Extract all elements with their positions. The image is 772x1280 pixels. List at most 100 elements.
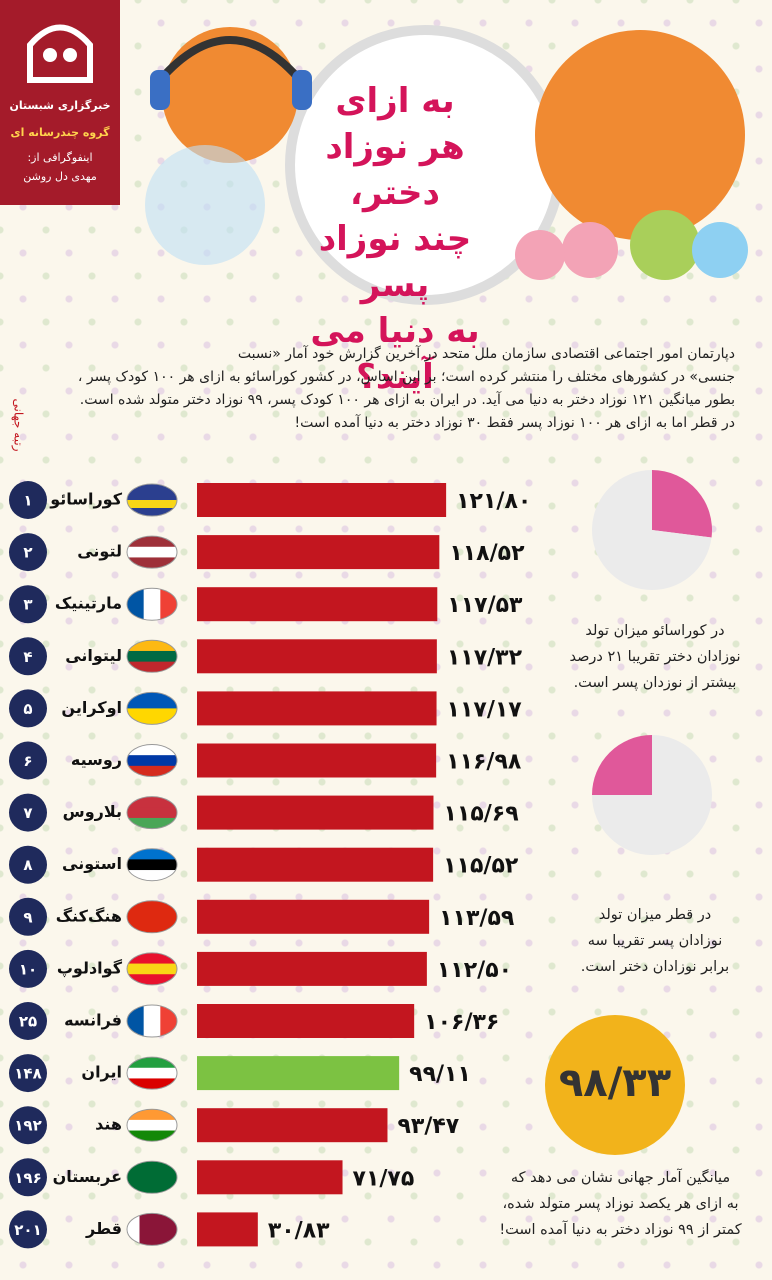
value-label: ۱۱۲/۵۰ — [437, 958, 512, 983]
rank-badge — [9, 897, 47, 936]
category-label: روسیه — [71, 750, 122, 769]
flag-stripe — [127, 744, 177, 756]
note-line: نوزادان پسر تقریبا سه — [587, 933, 723, 949]
value-label: ۱۱۷/۵۳ — [447, 593, 523, 618]
flag-border — [126, 848, 178, 882]
rank-badge — [9, 1210, 47, 1249]
category-label: گوادلوپ — [57, 958, 123, 978]
flag-stripe — [143, 1005, 161, 1037]
flag-stripe — [127, 546, 177, 558]
flag-stripe — [127, 536, 177, 548]
axis-label: رتبه جهانی — [11, 399, 26, 452]
flag-stripe — [127, 588, 145, 621]
flag-stripe — [127, 692, 177, 709]
rank-badge — [9, 949, 47, 988]
flag-stripe — [127, 640, 177, 652]
flag-border — [126, 1212, 178, 1246]
rank-label: ۱۰ — [19, 960, 37, 978]
note-line: کمتر از ۹۹ نوزاد دختر به دنیا آمده است! — [499, 1222, 742, 1238]
rank-label: ۹ — [23, 908, 32, 926]
flag-stripe — [127, 1130, 177, 1142]
flag-stripe — [127, 848, 177, 860]
flag-border — [126, 535, 178, 569]
flag-border — [126, 796, 178, 830]
flag-stripe — [127, 708, 177, 725]
bar — [197, 1212, 258, 1247]
rank-label: ۲۵ — [19, 1013, 37, 1031]
category-label: هنگ‌کنگ — [56, 906, 122, 925]
rank-badge — [9, 533, 47, 572]
bar — [197, 1056, 400, 1091]
note-line: در کوراسائو میزان تولد — [585, 623, 725, 639]
bar — [197, 1160, 343, 1195]
note-line: نوزادان دختر تقریبا ۲۱ درصد — [569, 649, 741, 665]
agency: خبرگزاری شبستان — [9, 99, 111, 112]
value-label: ۱۱۵/۵۲ — [443, 854, 519, 879]
flag-stripe — [127, 1119, 177, 1132]
bar — [197, 899, 430, 934]
note: در قطر میزان تولد نوزادان پسر تقریبا سه بر… — [560, 902, 750, 980]
flag-stripe — [160, 1005, 177, 1037]
rank-badge — [9, 481, 47, 519]
flag-border — [126, 1160, 178, 1194]
category-label: لتونی — [77, 542, 122, 561]
bar — [197, 847, 434, 882]
flag-stripe — [127, 500, 177, 509]
flag — [127, 1057, 177, 1090]
group: گروه چندرسانه ای — [10, 126, 110, 139]
note-line: در قطر میزان تولد — [598, 907, 712, 923]
intro: دپارتمان امور اجتماعی اقتصادی سازمان ملل… — [20, 343, 735, 435]
rank-label: ۱۴۸ — [14, 1065, 41, 1083]
title-line: چند نوزاد پسر — [318, 219, 472, 305]
category-label: استونی — [62, 854, 122, 873]
flag-border — [126, 952, 178, 986]
title-line: به ازای — [335, 81, 455, 121]
value-label: ۱۲۱/۸۰ — [456, 489, 531, 514]
flag-stripe — [127, 1109, 177, 1121]
flag-stripe — [139, 1213, 153, 1246]
rank-badge — [9, 793, 47, 832]
value-label: ۹۹/۱۱ — [409, 1062, 471, 1087]
value-label: ۱۰۶/۳۶ — [424, 1010, 499, 1035]
flag-stripe — [143, 588, 161, 621]
value-label: ۱۱۸/۵۲ — [449, 541, 525, 566]
flag-stripe — [152, 1213, 165, 1246]
flag — [127, 1109, 177, 1142]
value-label: ۷۱/۷۵ — [353, 1166, 415, 1191]
category-label: بلاروس — [63, 802, 122, 821]
flag — [127, 536, 177, 569]
bar — [197, 587, 438, 622]
bar — [197, 639, 437, 674]
flag-border — [126, 483, 178, 517]
category-label: فرانسه — [64, 1011, 122, 1030]
category-label: ایران — [81, 1063, 122, 1082]
flag-stripe — [127, 974, 177, 985]
bar — [197, 1004, 415, 1038]
logo: خبرگزاری شبستان گروه چندرسانه ای اینفوگر… — [0, 0, 120, 205]
rank-label: ۱ — [23, 492, 32, 510]
flag — [127, 900, 177, 933]
flag-stripe — [127, 492, 177, 501]
logo-icon — [27, 24, 93, 83]
note: میانگین آمار جهانی نشان می دهد که به ازای… — [478, 1165, 763, 1243]
flag — [127, 952, 177, 985]
note-line: بیشتر از نوزدان پسر است. — [573, 675, 737, 691]
note: در کوراسائو میزان تولد نوزادان دختر تقریب… — [560, 618, 750, 696]
rank-label: ۲ — [23, 544, 32, 562]
flag — [127, 588, 177, 621]
flag-border — [126, 691, 178, 725]
value-label: ۳۰/۸۳ — [268, 1218, 330, 1243]
bar — [197, 743, 437, 778]
flag-stripe — [127, 952, 177, 965]
rank-label: ۵ — [23, 700, 32, 718]
value-label: ۹۳/۴۷ — [397, 1114, 459, 1139]
bar — [197, 951, 427, 986]
flag-border — [126, 1004, 178, 1038]
category-label: کوراسائو — [49, 490, 123, 509]
flag-border — [126, 900, 178, 934]
flag-stripe — [127, 508, 177, 516]
rank-badge — [9, 845, 47, 884]
rank-label: ۸ — [23, 856, 32, 874]
flag-stripe — [160, 588, 177, 621]
